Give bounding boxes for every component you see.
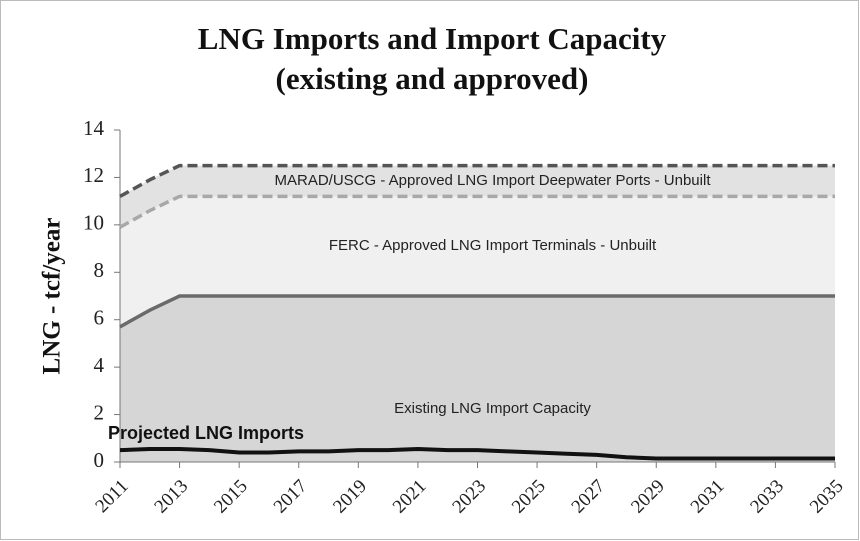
series-label: Existing LNG Import Capacity bbox=[394, 400, 591, 417]
series-line bbox=[119, 194, 835, 229]
series-label: FERC - Approved LNG Import Terminals - U… bbox=[329, 237, 657, 254]
series-line bbox=[119, 446, 835, 461]
series-label: MARAD/USCG - Approved LNG Import Deepwat… bbox=[275, 172, 712, 189]
y-axis-label: LNG - tcf/year bbox=[39, 218, 66, 375]
y-tick-label: 6 bbox=[94, 306, 105, 330]
y-tick-label: 12 bbox=[83, 163, 104, 187]
y-tick-label: 2 bbox=[94, 400, 105, 424]
series-label: Projected LNG Imports bbox=[108, 423, 304, 443]
series-line bbox=[119, 294, 835, 329]
y-tick-label: 0 bbox=[94, 448, 105, 472]
series-line bbox=[119, 163, 835, 198]
y-tick-label: 14 bbox=[83, 116, 105, 140]
y-tick-label: 10 bbox=[83, 211, 104, 235]
y-tick-label: 4 bbox=[94, 353, 105, 377]
chart-subtitle: (existing and approved) bbox=[276, 61, 589, 96]
area bbox=[120, 196, 835, 327]
y-tick-label: 8 bbox=[94, 258, 105, 282]
area bbox=[120, 296, 835, 462]
chart-title: LNG Imports and Import Capacity bbox=[198, 21, 667, 56]
